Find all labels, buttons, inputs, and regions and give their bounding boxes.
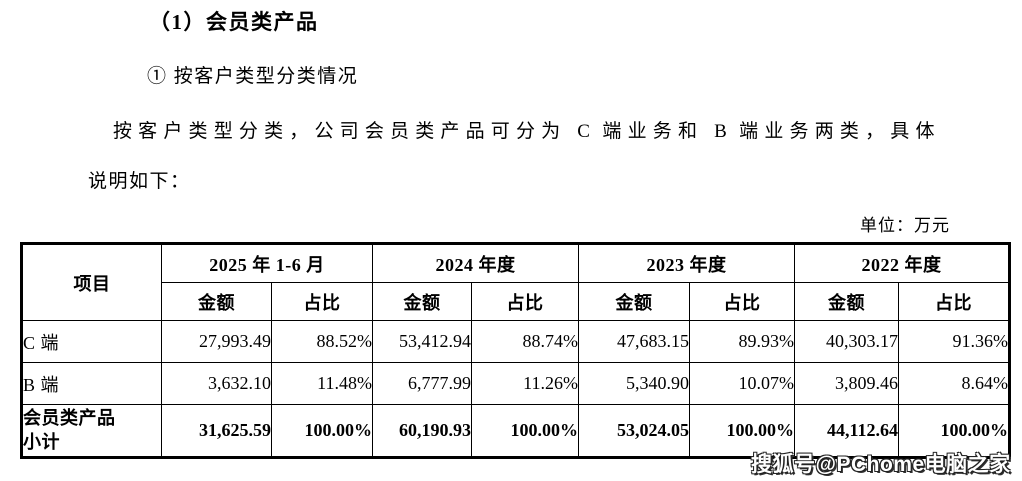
corner-header-cell: 项目 (21, 243, 162, 321)
table-row-subtotal: 会员类产品 小计 31,625.59 100.00% 60,190.93 100… (21, 404, 1010, 458)
amount-cell: 44,112.64 (794, 404, 899, 458)
amount-subheader: 金额 (372, 282, 472, 321)
ratio-cell: 100.00% (689, 404, 795, 458)
amount-cell: 6,777.99 (372, 362, 472, 405)
period-header-2023: 2023 年度 (578, 243, 795, 283)
ratio-subheader: 占比 (689, 282, 795, 321)
amount-cell: 40,303.17 (794, 320, 899, 363)
ratio-cell: 100.00% (471, 404, 579, 458)
amount-cell: 60,190.93 (372, 404, 472, 458)
sub-section-heading: ① 按客户类型分类情况 (147, 66, 359, 87)
ratio-subheader: 占比 (898, 282, 1010, 321)
table-row-c-end: C 端 27,993.49 88.52% 53,412.94 88.74% 47… (21, 320, 1010, 363)
ratio-cell: 88.74% (471, 320, 579, 363)
ratio-cell: 88.52% (271, 320, 373, 363)
row-label: 会员类产品 小计 (21, 404, 162, 458)
paragraph-line: 按客户类型分类，公司会员类产品可分为 C 端业务和 B 端业务两类，具体 (113, 121, 936, 142)
period-header-2025: 2025 年 1-6 月 (161, 243, 373, 283)
amount-cell: 31,625.59 (161, 404, 272, 458)
watermark: 搜狐号@PChome电脑之家 (751, 453, 1011, 476)
financial-table: 项目 2025 年 1-6 月 2024 年度 2023 年度 2022 年度 … (20, 242, 1011, 459)
ratio-cell: 100.00% (271, 404, 373, 458)
body-paragraph: 按客户类型分类，公司会员类产品可分为 C 端业务和 B 端业务两类，具体 说明如… (88, 107, 936, 207)
amount-cell: 3,809.46 (794, 362, 899, 405)
row-label: B 端 (21, 362, 162, 405)
ratio-subheader: 占比 (271, 282, 373, 321)
period-header-2024: 2024 年度 (372, 243, 579, 283)
amount-cell: 27,993.49 (161, 320, 272, 363)
amount-subheader: 金额 (578, 282, 690, 321)
ratio-cell: 10.07% (689, 362, 795, 405)
table-row-b-end: B 端 3,632.10 11.48% 6,777.99 11.26% 5,34… (21, 362, 1010, 405)
amount-subheader: 金额 (794, 282, 899, 321)
amount-cell: 5,340.90 (578, 362, 690, 405)
unit-label: 单位：万元 (860, 216, 950, 235)
table-header-row-subheaders: 金额 占比 金额 占比 金额 占比 金额 占比 (22, 282, 1010, 321)
ratio-cell: 91.36% (898, 320, 1010, 363)
ratio-cell: 100.00% (898, 404, 1010, 458)
section-heading: （1）会员类产品 (149, 10, 319, 34)
amount-cell: 53,024.05 (578, 404, 690, 458)
ratio-cell: 8.64% (898, 362, 1010, 405)
table-header-row-periods: 项目 2025 年 1-6 月 2024 年度 2023 年度 2022 年度 (21, 243, 1010, 321)
paragraph-line: 说明如下： (88, 171, 191, 192)
ratio-cell: 11.26% (471, 362, 579, 405)
period-header-2022: 2022 年度 (794, 243, 1010, 283)
ratio-cell: 89.93% (689, 320, 795, 363)
amount-cell: 53,412.94 (372, 320, 472, 363)
ratio-subheader: 占比 (471, 282, 579, 321)
row-label: C 端 (21, 320, 162, 363)
ratio-cell: 11.48% (271, 362, 373, 405)
amount-cell: 47,683.15 (578, 320, 690, 363)
amount-subheader: 金额 (161, 282, 272, 321)
amount-cell: 3,632.10 (161, 362, 272, 405)
financial-table-container: 项目 2025 年 1-6 月 2024 年度 2023 年度 2022 年度 … (20, 242, 1011, 459)
